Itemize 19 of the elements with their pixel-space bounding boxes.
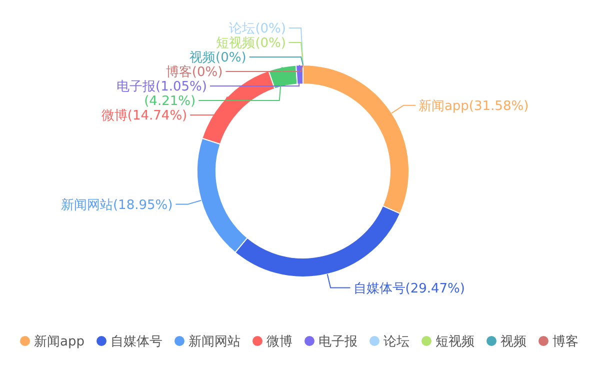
text: 视频(0%) — [190, 50, 246, 66]
legend-label: 视频 — [500, 334, 526, 350]
legend-label: 微博 — [266, 334, 292, 350]
data-label: 微博(14.74%) — [101, 108, 188, 124]
legend-label: 自媒体号 — [110, 334, 162, 350]
legend-label: 博客 — [552, 334, 578, 350]
data-label: (4.21%) — [144, 94, 196, 109]
data-label: 新闻app(31.58%) — [418, 98, 529, 114]
text: 短视频(0%) — [216, 36, 286, 51]
data-label: 新闻网站(18.95%) — [60, 198, 173, 213]
legend-label: 新闻网站 — [188, 334, 240, 350]
legend-label: 论坛 — [383, 334, 410, 350]
legend-label: 电子报 — [318, 334, 358, 350]
legend-label: 短视频 — [435, 334, 474, 350]
data-label: 电子报(1.05%) — [116, 80, 207, 94]
legend-label: 新闻app — [34, 334, 84, 350]
data-label: 自媒体号(29.47%) — [353, 281, 465, 296]
text: 论坛(0%) — [229, 22, 286, 36]
text: 博客(0%) — [166, 65, 223, 80]
